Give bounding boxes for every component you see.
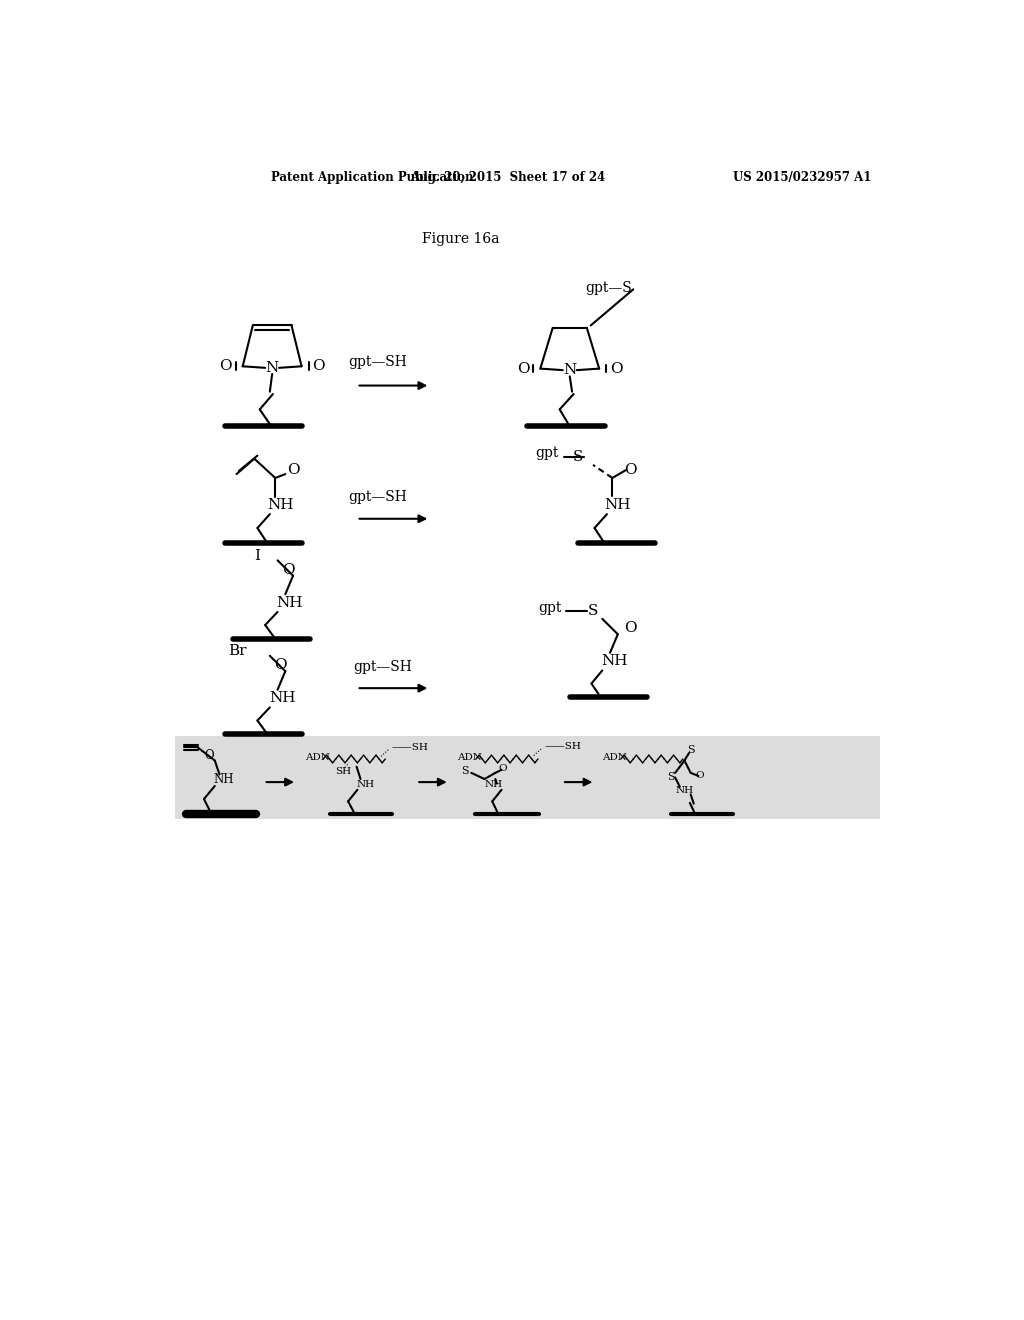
Text: S: S	[588, 605, 598, 618]
Text: ADN: ADN	[458, 752, 482, 762]
Text: I: I	[254, 549, 260, 562]
Text: SH: SH	[336, 767, 351, 776]
Text: NH: NH	[214, 774, 234, 787]
Text: NH: NH	[604, 498, 631, 512]
Text: O: O	[610, 362, 623, 376]
Text: ——SH: ——SH	[544, 742, 581, 751]
Text: NH: NH	[269, 692, 296, 705]
Text: ADN: ADN	[602, 752, 627, 762]
Text: S: S	[687, 744, 694, 755]
Text: gpt: gpt	[535, 446, 558, 459]
Text: O: O	[274, 659, 287, 672]
Text: S: S	[667, 772, 675, 783]
Text: O: O	[283, 562, 295, 577]
Text: O: O	[624, 622, 637, 635]
Text: NH: NH	[484, 780, 503, 789]
Text: gpt—SH: gpt—SH	[353, 660, 412, 673]
Text: S: S	[572, 450, 583, 465]
Text: N: N	[265, 360, 279, 375]
Text: gpt—SH: gpt—SH	[348, 355, 407, 370]
Text: US 2015/0232957 A1: US 2015/0232957 A1	[733, 172, 871, 185]
Text: NH: NH	[676, 787, 693, 795]
Text: S: S	[462, 767, 469, 776]
Text: NH: NH	[276, 595, 303, 610]
Text: O: O	[205, 748, 214, 762]
Text: O: O	[624, 463, 637, 478]
Text: gpt: gpt	[539, 601, 562, 615]
Text: gpt—S: gpt—S	[585, 281, 632, 294]
Text: ——SH: ——SH	[391, 743, 428, 752]
FancyBboxPatch shape	[174, 737, 880, 818]
Text: Br: Br	[228, 644, 247, 659]
Text: NH: NH	[267, 498, 294, 512]
Text: O: O	[499, 764, 508, 772]
Text: O: O	[219, 359, 232, 374]
Text: N: N	[563, 363, 577, 378]
Text: NH: NH	[356, 780, 374, 789]
Text: Aug. 20, 2015  Sheet 17 of 24: Aug. 20, 2015 Sheet 17 of 24	[411, 172, 605, 185]
Text: Patent Application Publication: Patent Application Publication	[271, 172, 474, 185]
Text: O: O	[695, 771, 705, 780]
Text: O: O	[312, 359, 325, 374]
Text: ADN: ADN	[305, 752, 330, 762]
Text: gpt—SH: gpt—SH	[348, 490, 407, 504]
Text: Figure 16a: Figure 16a	[423, 232, 500, 247]
Text: O: O	[517, 362, 529, 376]
Text: O: O	[287, 463, 299, 478]
Text: NH: NH	[601, 655, 628, 668]
